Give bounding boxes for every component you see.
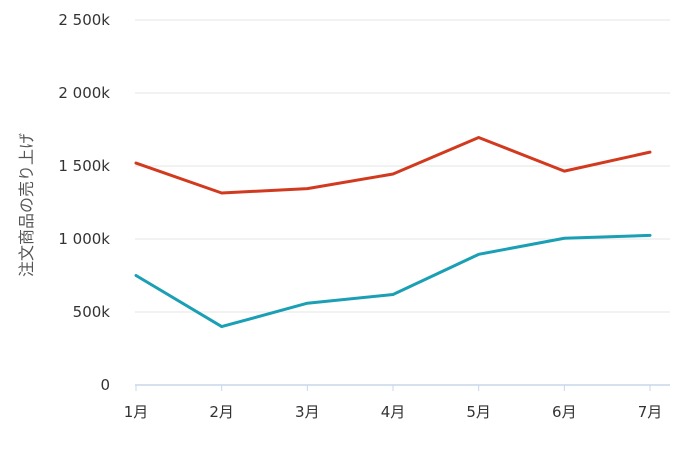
- y-axis-title: 注文商品の売り上げ: [17, 133, 36, 277]
- x-tick-label: 3月: [295, 403, 320, 421]
- y-tick-label: 0: [100, 376, 110, 394]
- x-tick-label: 6月: [552, 403, 577, 421]
- gridlines: [135, 19, 670, 386]
- y-axis-ticks: 0 500k 1 000k 1 500k 2 000k 2 500k: [58, 11, 110, 394]
- y-tick-label: 2 000k: [58, 84, 110, 102]
- series-line-2: [134, 233, 652, 329]
- series-line-1: [134, 136, 652, 195]
- y-tick-label: 2 500k: [58, 11, 110, 29]
- x-tick-label: 4月: [381, 403, 406, 421]
- y-tick-label: 500k: [73, 303, 111, 321]
- y-tick-label: 1 000k: [58, 230, 110, 248]
- x-tick-label: 2月: [209, 403, 234, 421]
- x-tick-label: 1月: [124, 403, 149, 421]
- x-tick-label: 5月: [466, 403, 491, 421]
- y-tick-label: 1 500k: [58, 157, 110, 175]
- x-tick-label: 7月: [638, 403, 663, 421]
- series-lines: [134, 136, 652, 329]
- x-axis-ticks: 1月 2月 3月 4月 5月 6月 7月: [124, 385, 663, 421]
